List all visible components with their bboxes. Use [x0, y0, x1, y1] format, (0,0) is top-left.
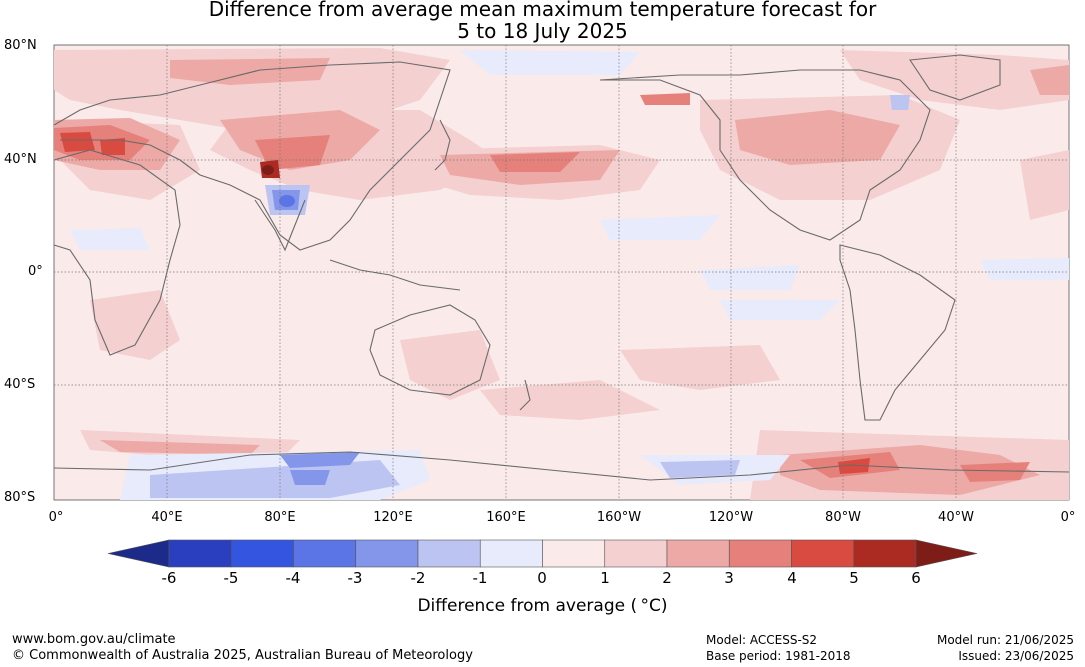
lon-label-160w: 160°W: [596, 510, 642, 525]
colorbar-tick-label: 1: [600, 569, 610, 587]
colorbar-segment: [604, 539, 668, 568]
colorbar-tick-label: 3: [724, 569, 734, 587]
anomaly-4-5-patches: [60, 132, 870, 474]
lon-label-0-east: 0°: [1060, 510, 1076, 525]
lon-label-40w: 40°W: [938, 510, 974, 525]
coastlines: [53, 54, 1070, 481]
map-title-line2: 5 to 18 July 2025: [457, 19, 628, 43]
colorbar: [107, 539, 978, 568]
colorbar-segment: [542, 539, 606, 568]
colorbar-segment: [853, 539, 917, 568]
colorbar-title: Difference from average ( °C): [417, 596, 668, 616]
footer-model-run: Model run: 21/06/2025: [936, 633, 1074, 647]
lat-label-40n: 40°N: [4, 152, 37, 167]
footer-model: Model: ACCESS-S2: [706, 633, 818, 647]
colorbar-tick-label: -6: [161, 569, 177, 587]
lon-label-80w: 80°W: [825, 510, 861, 525]
colorbar-segment: [479, 539, 543, 568]
colorbar-arrow-low: [107, 539, 170, 568]
lon-label-40e: 40°E: [151, 510, 183, 525]
anomaly-neg-3-2-patches: [272, 190, 360, 485]
lon-label-80e: 80°E: [264, 510, 296, 525]
anomaly-max-spot: [262, 165, 274, 175]
colorbar-tick-label: -4: [285, 569, 301, 587]
colorbar-tick-label: 5: [849, 569, 859, 587]
map-title-line1: Difference from average mean maximum tem…: [208, 0, 877, 21]
colorbar-tick-label: -3: [347, 569, 363, 587]
colorbar-segment: [230, 539, 294, 568]
colorbar-tick-label: 6: [911, 569, 921, 587]
footer-issued: Issued: 23/06/2025: [958, 649, 1074, 663]
lat-label-80n: 80°N: [4, 38, 37, 53]
lat-label-40s: 40°S: [4, 377, 36, 392]
footer-base-period: Base period: 1981-2018: [706, 649, 851, 663]
colorbar-tick-label: 2: [662, 569, 672, 587]
colorbar-tick-label: 4: [787, 569, 797, 587]
colorbar-segment: [728, 539, 792, 568]
lon-label-120w: 120°W: [708, 510, 754, 525]
colorbar-tick-label: -2: [410, 569, 426, 587]
colorbar-segment: [666, 539, 730, 568]
colorbar-tick-label: -1: [472, 569, 488, 587]
footer-copyright: © Commonwealth of Australia 2025, Austra…: [12, 648, 473, 663]
colorbar-segment: [417, 539, 481, 568]
colorbar-segment: [293, 539, 357, 568]
graticule: [54, 45, 1069, 500]
lon-label-120e: 120°E: [373, 510, 413, 525]
colorbar-tick-label: -5: [223, 569, 239, 587]
colorbar-arrow-high: [915, 539, 978, 568]
colorbar-segment: [791, 539, 855, 568]
lat-label-80s: 80°S: [4, 490, 36, 505]
anomaly-neg-min-spot: [279, 195, 295, 207]
colorbar-segment: [168, 539, 232, 568]
colorbar-segment: [355, 539, 419, 568]
lon-label-0-west: 0°: [48, 510, 64, 525]
lat-label-0: 0°: [28, 264, 43, 279]
footer-url: www.bom.gov.au/climate: [12, 632, 176, 647]
lon-label-160e: 160°E: [486, 510, 526, 525]
colorbar-tick-label: 0: [537, 569, 547, 587]
